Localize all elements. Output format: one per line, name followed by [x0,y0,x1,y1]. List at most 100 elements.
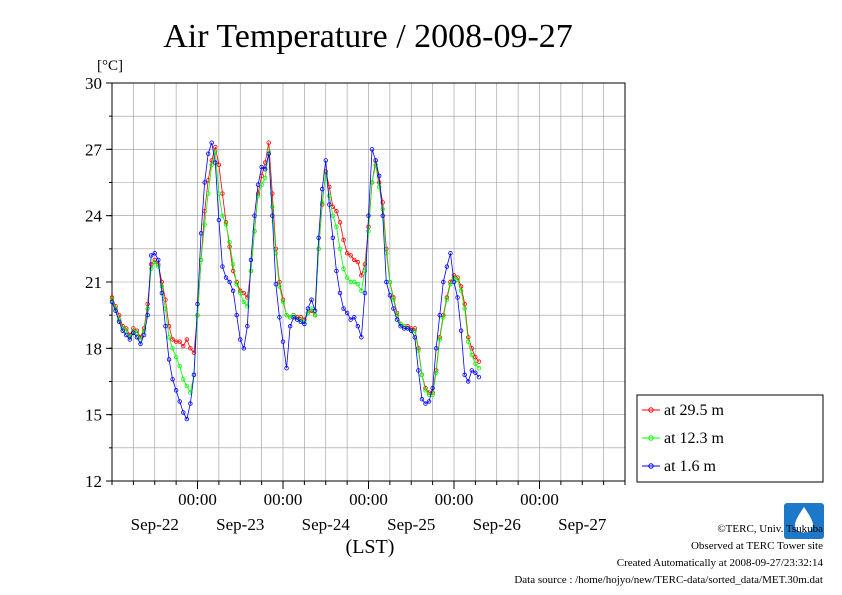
x-tick-label: 00:00 [349,490,388,509]
data-point [173,388,179,393]
data-point [362,290,368,296]
data-point [337,220,343,225]
data-point [223,275,229,280]
data-point [423,388,428,393]
data-point [220,264,225,269]
data-point [352,279,357,285]
data-point [312,308,318,313]
y-axis: 12 15 18 21 24 27 30 [85,74,112,491]
data-point [156,264,161,269]
x-axis: 00:00 00:00 00:00 00:00 00:00 Sep-22 Sep-23 Sep… [111,481,626,534]
data-point [280,339,286,344]
data-point [412,326,418,331]
water-drop-icon [795,507,813,533]
data-point [109,295,115,300]
data-point [255,182,261,187]
data-point [145,312,150,318]
data-point [241,346,247,351]
data-point [476,359,482,364]
data-point [387,293,393,298]
series-line [111,142,480,421]
data-point [366,228,371,234]
data-point [223,222,229,227]
data-point [238,290,243,296]
data-point [337,290,343,296]
data-point [227,239,232,245]
data-point [166,335,172,340]
data-point [262,175,268,181]
data-point [473,354,478,360]
data-point [455,295,460,300]
data-point [448,282,453,287]
data-point [473,361,478,367]
legend-items: at 29.5 m at 12.3 m at 1.6 m [642,402,725,475]
data-point [316,246,321,252]
data-point [163,324,168,329]
data-point [380,213,385,218]
data-point [138,341,143,347]
data-point [234,312,239,318]
series-group [109,140,482,422]
data-point [113,308,118,313]
data-point [369,147,375,152]
data-point [213,144,218,150]
x-tick-label: 00:00 [178,490,217,509]
data-point [124,332,129,338]
data-point [177,339,182,344]
y-tick-label: 30 [85,74,102,93]
legend-box [636,394,824,483]
series-2 [109,149,482,397]
data-point [173,354,179,360]
data-point [284,312,289,318]
data-point [476,374,482,380]
data-point [298,315,304,320]
data-point [419,372,425,378]
data-point [277,315,282,320]
data-point [359,273,364,278]
data-point [319,200,325,205]
data-point [302,321,307,327]
data-point [166,357,172,362]
data-point [409,328,414,333]
data-point [366,213,371,218]
data-point [131,330,136,336]
data-point [352,315,357,320]
data-point [376,184,382,190]
data-point [209,162,214,168]
data-point [277,284,282,289]
data-point [148,262,154,267]
data-point [213,160,218,165]
terc-logo: TERC [784,503,824,539]
data-point [270,213,275,218]
data-point [327,193,332,198]
data-point [109,297,115,302]
data-point [458,328,464,333]
data-point [458,288,464,294]
data-point [152,251,157,256]
data-point [341,306,346,311]
chart-title: Air Temperature / 2008-09-27 [163,18,573,55]
data-point [191,350,197,355]
x-day-label: Sep-24 [302,515,351,534]
legend-swatch-marker [648,435,654,441]
data-point [177,363,182,369]
data-point [316,235,321,240]
data-point [184,416,190,422]
data-point [159,279,165,285]
data-point [334,209,339,214]
data-point [188,346,193,351]
data-point [373,158,378,163]
data-point [148,266,154,271]
data-point [255,193,261,198]
data-point [362,262,368,267]
data-point [266,149,271,154]
data-point [248,257,254,263]
data-point [462,306,467,311]
data-point [270,191,275,196]
data-point [355,324,361,329]
x-day-label: Sep-27 [558,515,607,534]
y-axis-unit: [°C] [97,58,123,74]
data-point [202,222,207,227]
data-point [441,279,446,285]
data-point [116,319,122,324]
